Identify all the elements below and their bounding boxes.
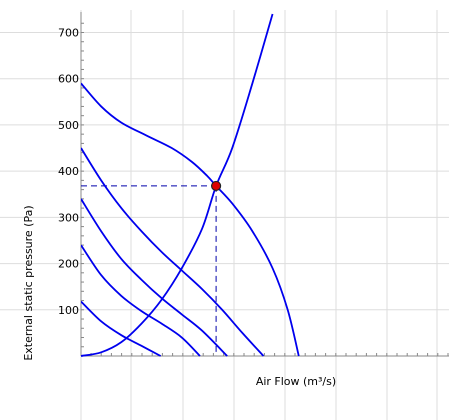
fan-curve-1 bbox=[81, 82, 300, 357]
y-tick-labels: 100 200 300 400 500 600 700 bbox=[58, 26, 79, 316]
grid bbox=[0, 10, 449, 420]
y-tick-label: 500 bbox=[58, 119, 79, 132]
operating-point-layer bbox=[211, 180, 222, 192]
guide-lines bbox=[81, 185, 217, 356]
operating-point-marker bbox=[211, 180, 222, 192]
fan-curve-3 bbox=[81, 198, 228, 357]
fan-curve-5 bbox=[81, 300, 162, 357]
curves bbox=[81, 13, 300, 357]
fan-curve-4 bbox=[81, 244, 201, 357]
y-tick-label: 100 bbox=[58, 304, 79, 317]
y-tick-label: 300 bbox=[58, 211, 79, 224]
fan-curve-2 bbox=[81, 147, 265, 357]
y-tick-label: 400 bbox=[58, 165, 79, 178]
y-tick-label: 700 bbox=[58, 26, 79, 39]
y-tick-label: 600 bbox=[58, 73, 79, 86]
y-axis-title: External static pressure (Pa) bbox=[22, 205, 35, 360]
axes bbox=[80, 12, 449, 357]
x-axis-title: Air Flow (m³/s) bbox=[256, 375, 336, 388]
system-curve bbox=[81, 13, 274, 357]
y-tick-label: 200 bbox=[58, 258, 79, 271]
